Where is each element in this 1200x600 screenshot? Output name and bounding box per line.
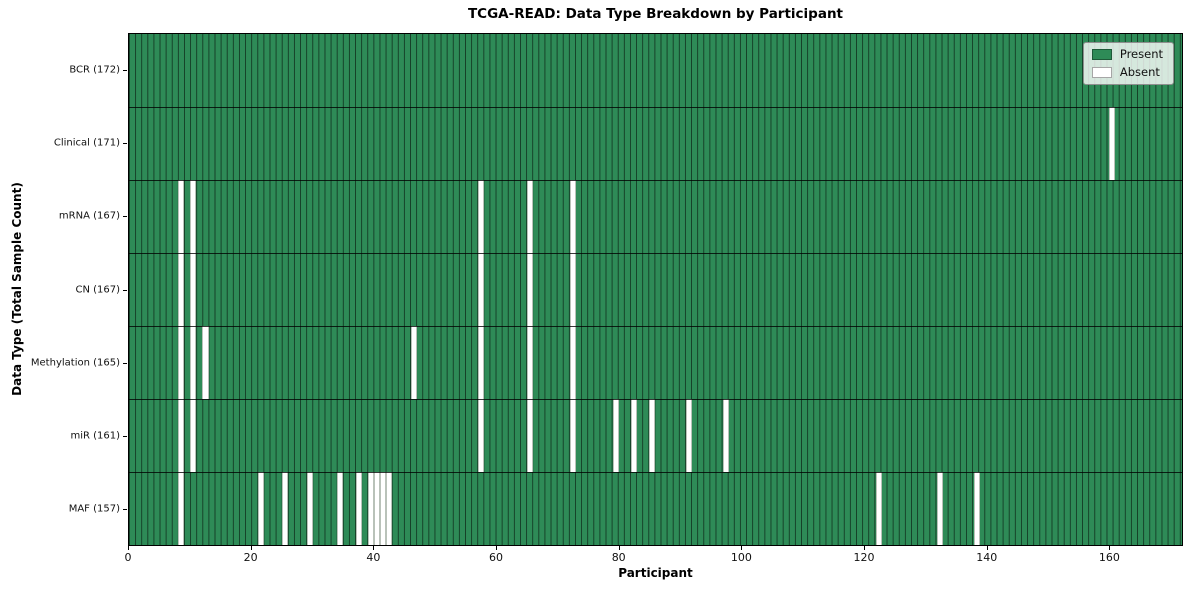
- absent-swatch: [1091, 66, 1112, 78]
- absent-cell-mrna-p10: [190, 180, 197, 253]
- absent-cell-mrna-p72: [569, 180, 576, 253]
- absent-cell-cn-p65: [526, 253, 534, 326]
- absent-cell-mir-p79: [612, 399, 619, 472]
- y-tick: [123, 69, 127, 71]
- x-tick: [1109, 546, 1111, 550]
- absent-cell-maf-p8: [177, 472, 185, 545]
- absent-cell-maf-p41: [380, 472, 387, 545]
- absent-cell-mir-p97: [722, 399, 729, 472]
- absent-cell-methylation-p57: [477, 326, 485, 399]
- absent-cell-methylation-p12: [202, 326, 209, 399]
- x-tick-label-120: 120: [853, 551, 875, 564]
- x-tick: [496, 546, 498, 550]
- x-tick: [741, 546, 743, 550]
- absent-cell-clinical-p160: [1108, 107, 1115, 180]
- row-separator: [129, 326, 1182, 327]
- x-tick: [128, 546, 129, 550]
- absent-cell-maf-p25: [282, 472, 289, 545]
- present-swatch: [1091, 49, 1112, 61]
- x-tick-label-60: 60: [489, 551, 504, 564]
- x-tick: [618, 546, 620, 550]
- absent-cell-cn-p10: [190, 253, 197, 326]
- absent-cell-maf-p42: [386, 472, 393, 545]
- x-tick: [986, 546, 988, 550]
- x-tick-label-140: 140: [976, 551, 998, 564]
- absent-cell-maf-p138: [973, 472, 980, 545]
- absent-cell-methylation-p65: [526, 326, 534, 399]
- chart-title: TCGA-READ: Data Type Breakdown by Partic…: [467, 6, 844, 22]
- x-tick-label-160: 160: [1098, 551, 1120, 564]
- absent-cell-maf-p37: [355, 472, 362, 545]
- absent-cell-cn-p57: [477, 253, 485, 326]
- x-tick-label-80: 80: [611, 551, 626, 564]
- absent-cell-mir-p57: [477, 399, 485, 472]
- row-separator: [129, 107, 1182, 108]
- legend: Present Absent: [1082, 42, 1174, 85]
- y-tick-label-bcr: BCR (172): [69, 64, 120, 76]
- absent-cell-maf-p29: [306, 472, 313, 545]
- y-tick-label-methylation: Methylation (165): [30, 357, 120, 369]
- row-separator: [129, 472, 1182, 473]
- x-tick: [373, 546, 375, 550]
- x-tick: [864, 546, 866, 550]
- x-tick: [250, 546, 252, 550]
- absent-cell-mir-p65: [526, 399, 534, 472]
- absent-cell-maf-p122: [875, 472, 882, 545]
- absent-cell-methylation-p72: [569, 326, 576, 399]
- absent-cell-methylation-p10: [190, 326, 197, 399]
- legend-entry-present: Present: [1091, 47, 1163, 61]
- absent-cell-mir-p85: [649, 399, 656, 472]
- absent-cell-mir-p72: [569, 399, 576, 472]
- y-tick: [123, 216, 127, 218]
- absent-cell-methylation-p46: [410, 326, 417, 399]
- legend-entry-absent: Absent: [1091, 64, 1163, 79]
- absent-cell-mir-p82: [631, 399, 638, 472]
- absent-cell-cn-p72: [569, 253, 576, 326]
- y-tick: [123, 436, 127, 438]
- absent-cell-maf-p39: [367, 472, 374, 545]
- y-tick-label-mrna: mRNA (167): [58, 210, 120, 222]
- row-separator: [129, 399, 1182, 400]
- absent-cell-cn-p8: [177, 253, 185, 326]
- absent-cell-maf-p21: [257, 472, 264, 545]
- absent-cell-maf-p132: [937, 472, 944, 545]
- y-tick: [123, 289, 127, 291]
- absent-cell-maf-p34: [337, 472, 344, 545]
- y-tick-label-cn: CN (167): [75, 284, 120, 295]
- row-separator: [129, 253, 1182, 254]
- absent-cell-mir-p10: [190, 399, 197, 472]
- absent-cell-mrna-p57: [477, 180, 485, 253]
- legend-label-absent: Absent: [1119, 64, 1160, 79]
- participant-grid-lines: [129, 34, 1182, 545]
- row-separator: [129, 180, 1182, 181]
- y-tick-label-clinical: Clinical (171): [53, 137, 120, 149]
- y-tick-label-maf: MAF (157): [68, 503, 120, 515]
- x-tick-label-20: 20: [243, 551, 258, 564]
- absent-cell-methylation-p8: [177, 326, 185, 399]
- absent-cell-mir-p8: [177, 399, 185, 472]
- absent-cell-maf-p40: [373, 472, 380, 545]
- absent-cell-mir-p91: [686, 399, 693, 472]
- y-tick: [123, 362, 127, 364]
- legend-label-present: Present: [1119, 47, 1163, 61]
- y-tick-label-mir: miR (161): [70, 430, 120, 442]
- plot-area: Present Absent: [128, 33, 1183, 546]
- y-tick: [123, 509, 127, 511]
- x-tick-label-100: 100: [730, 551, 752, 564]
- x-tick-label-0: 0: [124, 551, 132, 564]
- x-tick-label-40: 40: [366, 551, 381, 564]
- absent-cell-mrna-p65: [526, 180, 534, 253]
- absent-cell-mrna-p8: [177, 180, 185, 253]
- y-tick: [123, 142, 127, 144]
- x-axis-label: Participant: [618, 566, 693, 580]
